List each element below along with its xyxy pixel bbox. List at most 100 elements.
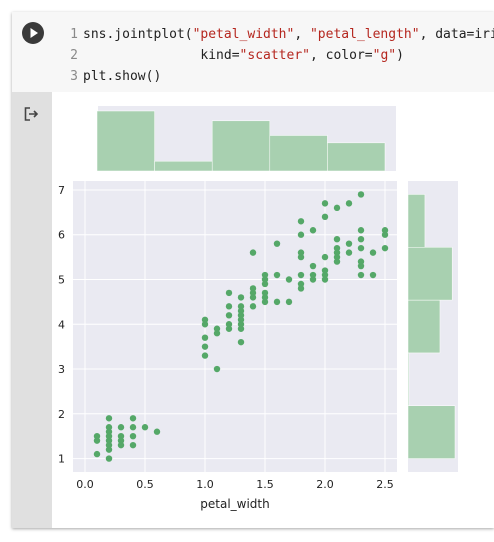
x-histogram-bar xyxy=(154,160,213,172)
scatter-point xyxy=(213,325,221,332)
play-icon xyxy=(30,28,38,38)
code-token: ) xyxy=(396,48,404,63)
code-token: kind= xyxy=(83,48,240,63)
run-cell-button[interactable] xyxy=(22,22,44,44)
scatter-point xyxy=(321,267,329,274)
scatter-point xyxy=(201,334,209,341)
scatter-point xyxy=(333,244,341,252)
scatter-point xyxy=(357,236,365,243)
y-histogram-bar xyxy=(407,247,453,301)
code-token: plt.show() xyxy=(83,69,162,84)
scatter-point xyxy=(201,321,209,328)
y-histogram-bar xyxy=(407,299,441,354)
scatter-point xyxy=(105,428,113,435)
output-arrow-icon[interactable] xyxy=(23,106,39,122)
code-line: 2 kind="scatter", color="g") xyxy=(64,45,494,66)
scatter-point xyxy=(381,227,389,234)
scatter-point xyxy=(93,450,101,458)
scatter-point xyxy=(129,432,137,440)
scatter-point xyxy=(321,271,329,279)
code-string: "petal_width" xyxy=(192,27,295,42)
scatter-point xyxy=(297,271,305,279)
x-tick-label: 1.5 xyxy=(256,478,274,491)
scatter-point xyxy=(237,303,245,310)
scatter-point xyxy=(285,298,293,306)
scatter-point xyxy=(129,424,137,431)
scatter-point xyxy=(333,249,341,256)
code-line: 3 plt.show() xyxy=(64,66,494,87)
code-token: , data=iris, xyxy=(419,27,494,42)
scatter-point xyxy=(225,312,233,319)
scatter-point xyxy=(105,446,113,453)
code-token: , xyxy=(294,27,310,42)
scatter-point xyxy=(345,249,353,256)
y-tick-label: 3 xyxy=(58,363,65,376)
scatter-point xyxy=(381,231,389,238)
scatter-point xyxy=(201,343,209,350)
scatter-point xyxy=(261,294,269,301)
scatter-point xyxy=(237,294,245,301)
x-tick-label: 2.5 xyxy=(376,478,394,491)
x-tick-label: 1.0 xyxy=(196,478,214,491)
scatter-point xyxy=(237,316,245,323)
scatter-point xyxy=(261,289,269,297)
scatter-point xyxy=(201,352,209,359)
scatter-point xyxy=(273,240,281,247)
code-string: "scatter" xyxy=(239,48,310,63)
code-token: , color= xyxy=(310,48,373,63)
scatter-point xyxy=(357,227,365,234)
scatter-point xyxy=(249,285,257,292)
scatter-point xyxy=(297,253,305,261)
scatter-point xyxy=(357,191,365,198)
scatter-point xyxy=(321,213,329,221)
y-tick-label: 7 xyxy=(58,184,65,197)
scatter-point xyxy=(93,432,101,440)
scatter-point xyxy=(309,276,317,283)
code-text[interactable]: 1 sns.jointplot("petal_width", "petal_len… xyxy=(64,24,494,87)
scatter-point xyxy=(129,441,137,449)
code-editor[interactable]: 1 sns.jointplot("petal_width", "petal_len… xyxy=(12,12,494,92)
scatter-point xyxy=(117,441,125,449)
scatter-point xyxy=(297,280,305,288)
code-string: "petal_length" xyxy=(309,27,420,42)
scatter-point xyxy=(201,316,209,323)
y-histogram-bar xyxy=(407,194,426,248)
scatter-point xyxy=(321,253,329,261)
scatter-point xyxy=(249,294,257,301)
line-number: 1 xyxy=(70,27,78,42)
y-tick-label: 5 xyxy=(58,273,65,286)
scatter-point xyxy=(357,258,365,265)
y-histogram-bar xyxy=(407,405,456,459)
scatter-point xyxy=(369,249,377,256)
scatter-point xyxy=(321,200,329,207)
scatter-point xyxy=(93,437,101,444)
scatter-point xyxy=(357,271,365,279)
scatter-point xyxy=(297,285,305,292)
x-axis-label: petal_width xyxy=(200,497,269,511)
line-number: 3 xyxy=(70,69,78,84)
scatter-point xyxy=(237,321,245,328)
y-tick-label: 6 xyxy=(58,229,65,242)
scatter-point xyxy=(273,271,281,279)
scatter-point xyxy=(117,437,125,444)
scatter-point xyxy=(285,276,293,283)
scatter-point xyxy=(309,271,317,279)
line-number: 2 xyxy=(70,48,78,63)
x-histogram-bar xyxy=(211,120,271,172)
scatter-point xyxy=(117,424,125,431)
scatter-point xyxy=(261,280,269,288)
scatter-point xyxy=(213,330,221,337)
code-string: "g" xyxy=(372,48,397,63)
y-tick-label: 4 xyxy=(58,318,65,331)
scatter-point xyxy=(237,325,245,332)
notebook-cell: 1 sns.jointplot("petal_width", "petal_len… xyxy=(12,12,494,528)
scatter-point xyxy=(309,262,317,270)
scatter-point xyxy=(225,325,233,332)
scatter-point xyxy=(141,424,149,431)
scatter-point xyxy=(249,249,257,256)
y-tick-label: 2 xyxy=(58,408,65,421)
scatter-point xyxy=(249,289,257,297)
scatter-point xyxy=(333,253,341,261)
scatter-point xyxy=(345,200,353,207)
